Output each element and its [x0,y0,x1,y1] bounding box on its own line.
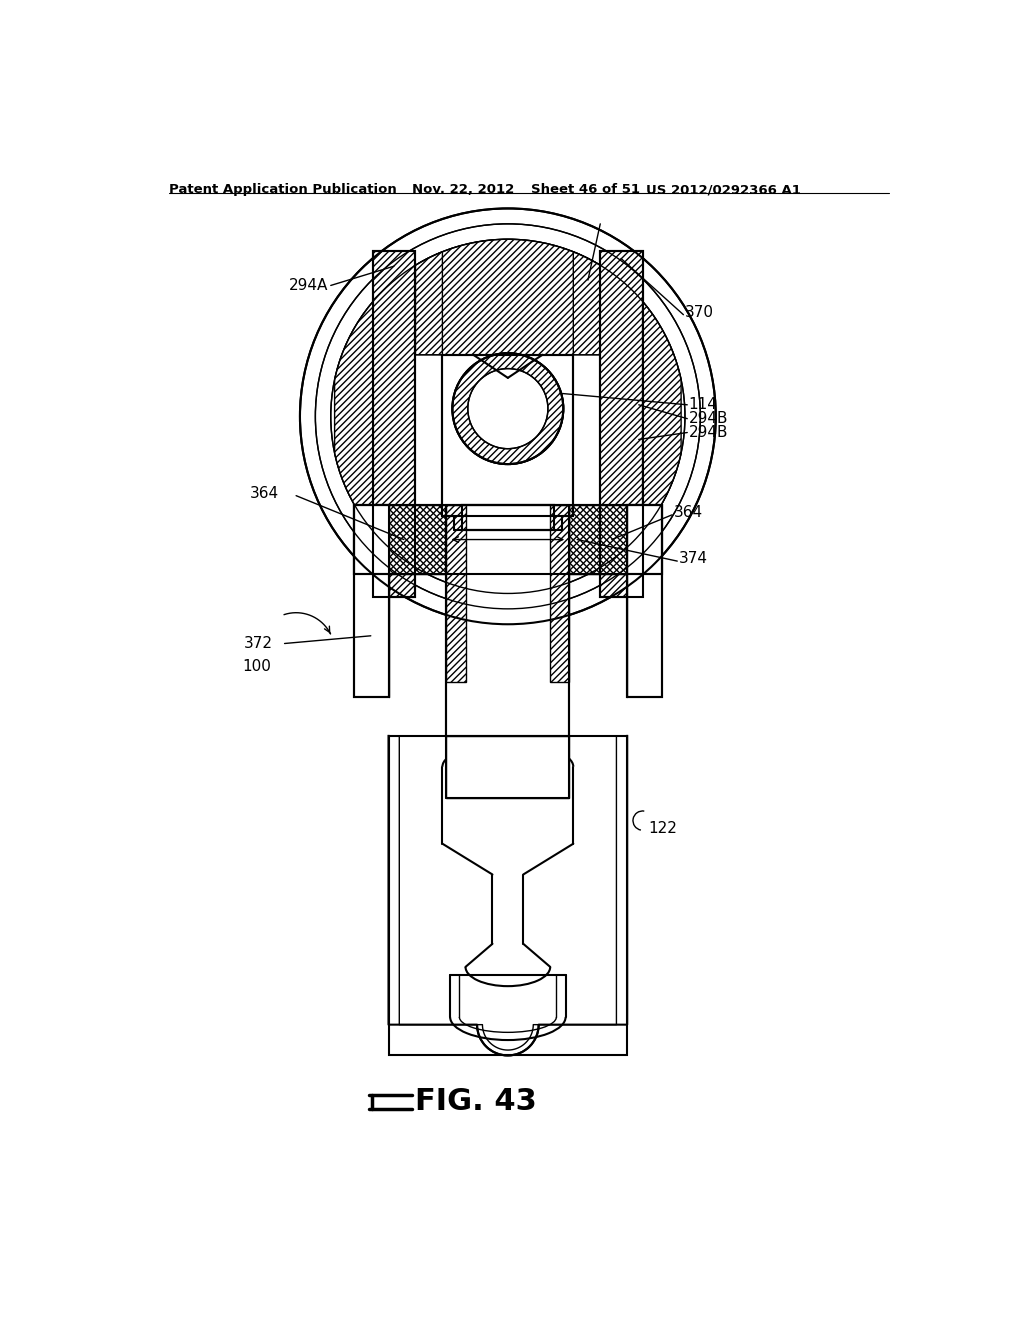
Circle shape [468,368,548,449]
Text: 294B: 294B [689,411,728,426]
Text: 376: 376 [421,548,451,562]
Circle shape [453,354,563,465]
Bar [446,506,569,737]
Bar [550,506,569,682]
Text: 374: 374 [679,552,708,566]
Bar [388,737,628,1056]
Bar [442,355,573,516]
Polygon shape [573,252,600,355]
Circle shape [468,368,548,449]
Text: 380: 380 [425,511,454,525]
Polygon shape [416,239,600,355]
Text: FIG. 43: FIG. 43 [416,1088,538,1117]
Text: 370: 370 [685,305,714,319]
Text: 294A: 294A [289,279,328,293]
Circle shape [315,224,700,609]
Text: 114: 114 [689,397,718,412]
Bar [462,506,554,531]
Bar [354,506,388,697]
Bar [462,506,554,531]
Bar [442,355,573,516]
Text: 364: 364 [674,506,702,520]
Bar [388,506,446,574]
Bar [628,506,662,697]
Bar [354,506,662,574]
Text: Sheet 46 of 51: Sheet 46 of 51 [531,183,640,197]
Bar [354,506,388,697]
Bar [569,506,628,574]
Bar [354,506,662,574]
Polygon shape [416,252,442,355]
Bar [388,506,446,574]
Text: 100: 100 [243,659,271,675]
Text: US 2012/0292366 A1: US 2012/0292366 A1 [646,183,802,197]
Polygon shape [643,301,681,531]
Text: 122: 122 [648,821,677,836]
Bar [600,251,643,598]
Text: 372: 372 [244,636,272,651]
Bar [373,251,416,598]
Polygon shape [416,239,600,355]
Bar [446,506,466,682]
Text: Patent Application Publication: Patent Application Publication [169,183,397,197]
Polygon shape [335,301,373,531]
Bar [628,506,662,697]
Text: 294B: 294B [689,425,728,440]
Bar [446,506,569,737]
Circle shape [331,239,685,594]
Circle shape [453,354,563,465]
Bar [600,251,643,598]
Text: Nov. 22, 2012: Nov. 22, 2012 [412,183,514,197]
Circle shape [300,209,716,624]
Bar [446,737,569,797]
Text: 364: 364 [250,486,279,500]
Bar [569,506,628,574]
Text: 282: 282 [589,271,617,285]
Bar [373,251,416,598]
